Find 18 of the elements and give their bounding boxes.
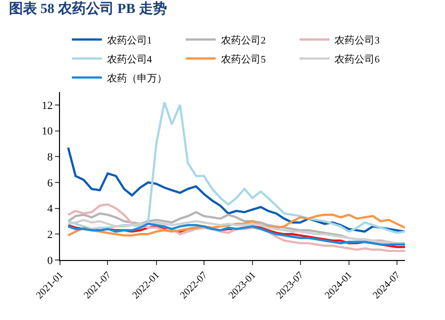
legend-label: 农药公司6 — [334, 53, 380, 66]
y-tick-label: 8 — [47, 151, 54, 164]
y-tick-label: 0 — [47, 254, 54, 267]
line-series — [67, 101, 405, 234]
y-tick-label: 2 — [47, 229, 53, 241]
y-tick-label: 12 — [42, 100, 53, 112]
chart-title: 图表 58 农药公司 PB 走势 — [8, 1, 167, 17]
line-series — [67, 146, 405, 233]
legend-label: 农药公司1 — [106, 34, 152, 46]
line-series — [67, 218, 405, 244]
y-tick-label: 4 — [47, 203, 54, 216]
legend-label: 农药公司4 — [106, 53, 152, 66]
line-series — [67, 214, 405, 237]
y-tick-label: 6 — [47, 177, 54, 190]
legend-label: 农药公司3 — [334, 34, 380, 46]
y-tick-label: 10 — [42, 126, 54, 138]
legend-label: 农药（申万） — [106, 72, 167, 84]
line-series — [67, 203, 405, 252]
